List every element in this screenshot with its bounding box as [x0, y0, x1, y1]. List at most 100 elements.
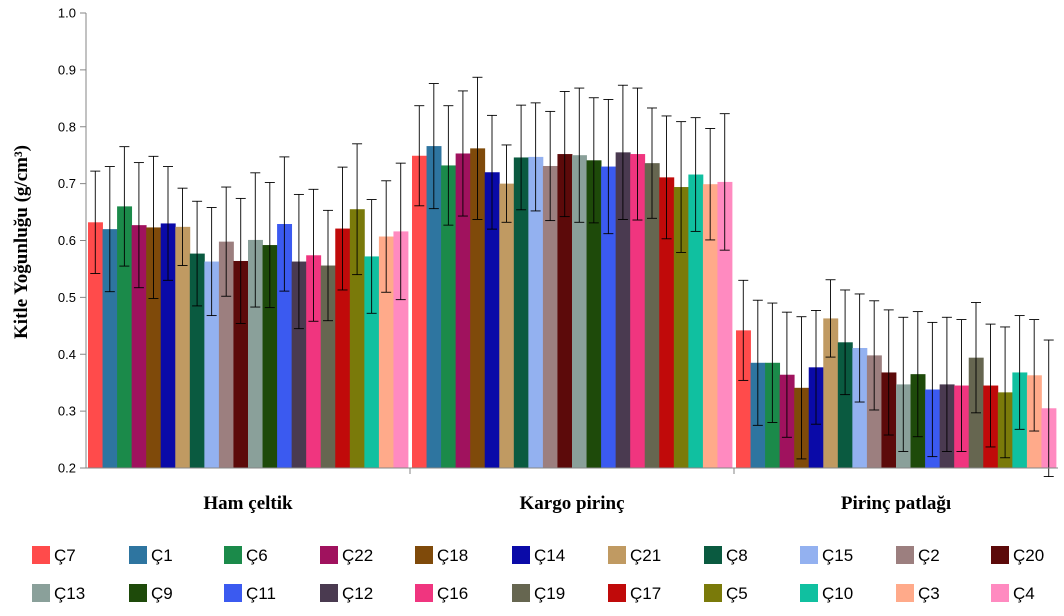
y-tick-label: 0.7 — [58, 176, 76, 191]
legend-swatch — [32, 546, 50, 564]
legend-label: Ç13 — [54, 584, 85, 603]
legend-label: Ç15 — [822, 546, 853, 565]
legend-item: Ç15 — [800, 546, 853, 565]
legend-swatch — [512, 584, 530, 602]
error-bar — [148, 155, 159, 299]
error-bar — [883, 309, 894, 436]
error-bar — [1000, 326, 1011, 459]
error-bar — [443, 105, 454, 226]
legend-label: Ç14 — [534, 546, 565, 565]
bar-Ç2-Kargo pirinç — [542, 165, 558, 468]
error-bar — [163, 166, 173, 281]
legend-swatch — [608, 546, 626, 564]
error-bar — [574, 87, 585, 223]
bar-Ç10-Ham çeltik — [364, 256, 380, 468]
error-bar — [927, 321, 938, 458]
bar-Ç5-Kargo pirinç — [673, 187, 689, 468]
error-bar — [487, 114, 497, 230]
legend-swatch — [704, 546, 722, 564]
bar-Ç1-Ham çeltik — [102, 229, 118, 468]
error-bar — [1043, 339, 1054, 477]
y-tick-label: 0.4 — [58, 347, 76, 362]
bar-Ç11-Ham çeltik — [277, 224, 293, 468]
bar-Ç11-Kargo pirinç — [601, 166, 617, 468]
error-bar — [1029, 319, 1040, 432]
error-bar — [501, 144, 512, 223]
error-bar — [854, 293, 865, 403]
legend-label: Ç4 — [1013, 584, 1035, 603]
bar-Ç8-Pirinç patlağı — [837, 342, 853, 468]
legend-label: Ç9 — [151, 584, 173, 603]
error-bars — [90, 76, 1054, 477]
legend-item: Ç9 — [129, 584, 173, 603]
legend-label: Ç21 — [630, 546, 661, 565]
error-bar — [941, 316, 952, 452]
bar-Ç16-Kargo pirinç — [630, 154, 646, 469]
bar-Ç8-Kargo pirinç — [513, 157, 529, 468]
error-bar — [545, 110, 556, 222]
legend-label: Ç1 — [151, 546, 173, 565]
bar-Ç18-Ham çeltik — [146, 227, 162, 468]
y-tick-label: 0.3 — [58, 404, 76, 419]
error-bar — [738, 279, 749, 381]
legend-swatch — [704, 584, 722, 602]
error-bar — [869, 300, 880, 411]
error-bar — [90, 170, 101, 274]
legend-swatch — [608, 584, 626, 602]
error-bar — [279, 156, 290, 292]
error-bar — [676, 121, 687, 253]
y-tick-label: 0.9 — [58, 62, 76, 77]
error-bar — [366, 199, 377, 314]
bar-Ç4-Ham çeltik — [393, 231, 409, 468]
error-bar — [308, 188, 319, 322]
legend-label: Ç6 — [246, 546, 268, 565]
legend-swatch — [800, 546, 818, 564]
legend-label: Ç17 — [630, 584, 661, 603]
error-bar — [516, 104, 527, 211]
bar-Ç6-Kargo pirinç — [441, 165, 457, 469]
error-bar — [395, 162, 406, 301]
bar-Ç4-Kargo pirinç — [717, 181, 733, 468]
legend-label: Ç22 — [342, 546, 373, 565]
legend-item: Ç6 — [224, 546, 268, 565]
error-bar — [119, 146, 130, 267]
error-bar — [825, 279, 836, 358]
error-bar — [133, 162, 144, 289]
bar-Ç18-Kargo pirinç — [470, 148, 486, 469]
legend-item: Ç19 — [512, 584, 565, 603]
error-bar — [428, 83, 439, 210]
bar-Ç17-Kargo pirinç — [659, 177, 675, 468]
bar-Ç19-Kargo pirinç — [644, 163, 660, 468]
legend-item: Ç17 — [608, 584, 661, 603]
bar-Ç5-Ham çeltik — [349, 209, 365, 468]
bar-Ç3-Kargo pirinç — [702, 184, 718, 468]
legend-swatch — [224, 584, 242, 602]
legend-swatch — [320, 546, 338, 564]
y-tick-label: 0.8 — [58, 119, 76, 134]
legend: Ç7 Ç1 Ç6 Ç22 Ç18 Ç14 Ç21 Ç8 Ç15 Ç2 Ç20 Ç13 Ç9 Ç11 Ç12 Ç… — [32, 546, 1044, 603]
legend-label: Ç19 — [534, 584, 565, 603]
legend-swatch — [896, 546, 914, 564]
legend-item: Ç2 — [896, 546, 940, 565]
legend-label: Ç18 — [437, 546, 468, 565]
error-bar — [323, 209, 333, 322]
error-bar — [250, 172, 261, 308]
bar-Ç16-Ham çeltik — [306, 255, 322, 468]
legend-swatch — [415, 584, 433, 602]
bar-Ç17-Ham çeltik — [335, 228, 351, 468]
category-labels: Ham çeltik Kargo pirinç Pirinç patlağı — [203, 468, 951, 514]
error-bar — [264, 182, 275, 309]
legend-item: Ç16 — [415, 584, 468, 603]
error-bar — [690, 117, 701, 232]
bar-Ç15-Kargo pirinç — [528, 156, 544, 469]
error-bar — [603, 98, 614, 235]
y-axis-ticks: 0.2 0.3 0.4 0.5 0.6 0.7 0.8 0.9 1.0 — [58, 6, 86, 476]
bar-Ç10-Kargo pirinç — [688, 174, 704, 468]
bar-Ç15-Pirinç patlağı — [852, 347, 868, 468]
bar-Ç19-Ham çeltik — [320, 265, 336, 468]
error-bar — [796, 316, 807, 460]
error-bar — [985, 323, 996, 448]
legend-item: Ç13 — [32, 584, 85, 603]
bar-Ç12-Ham çeltik — [291, 261, 307, 468]
error-bar — [811, 310, 821, 425]
